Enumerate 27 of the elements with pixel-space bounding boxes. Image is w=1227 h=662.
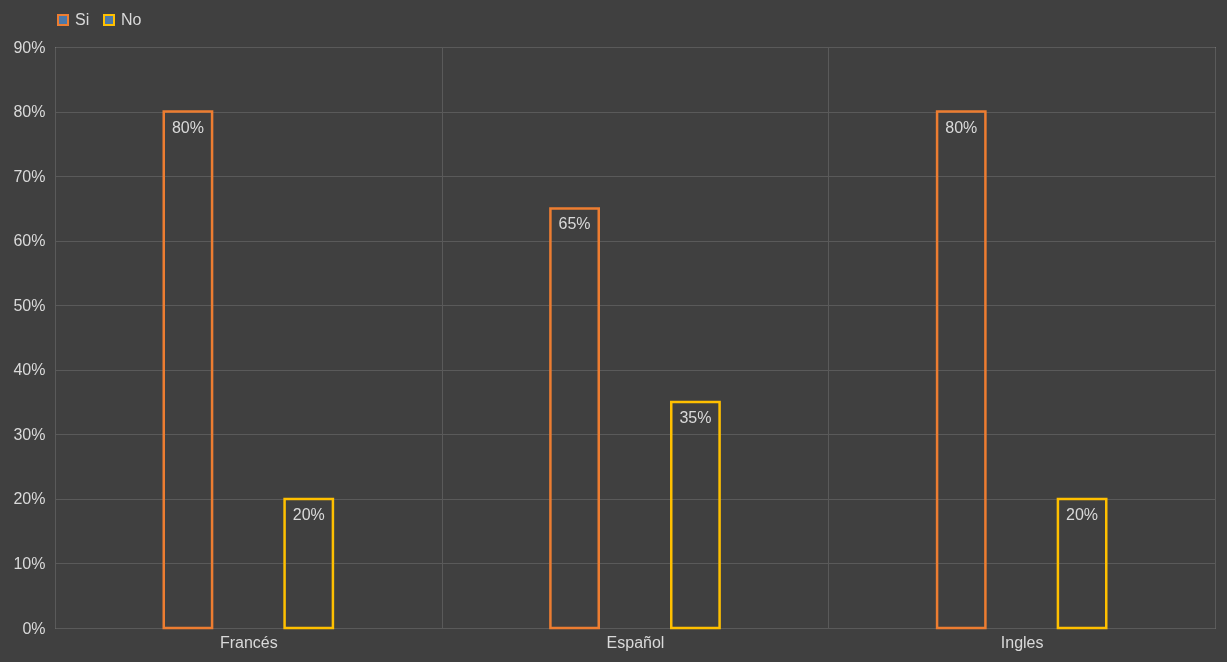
data-label: 80%: [171, 118, 204, 136]
legend-label: No: [121, 11, 142, 28]
y-tick-label: 50%: [13, 296, 46, 314]
x-tick-label: Ingles: [1000, 633, 1044, 651]
y-tick-label: 0%: [22, 619, 46, 637]
y-tick-label: 90%: [13, 38, 46, 56]
legend-label: Si: [75, 11, 90, 28]
data-label: 35%: [679, 409, 712, 427]
y-tick-label: 10%: [13, 554, 46, 572]
bar: [935, 110, 987, 630]
bar: [670, 400, 721, 630]
y-tick-label: 70%: [13, 167, 46, 185]
y-tick-label: 80%: [13, 103, 46, 121]
y-tick-label: 60%: [13, 232, 46, 250]
bar: [549, 207, 600, 630]
x-tick-label: Francés: [219, 633, 278, 651]
y-tick-label: 40%: [13, 361, 46, 379]
data-label: 20%: [1066, 505, 1099, 523]
y-tick-label: 30%: [13, 425, 46, 443]
data-label: 20%: [292, 505, 325, 523]
data-label: 80%: [945, 118, 978, 136]
bar: [283, 497, 335, 630]
data-label: 65%: [558, 215, 591, 233]
bar: [1056, 497, 1108, 630]
bar: [162, 110, 214, 630]
x-tick-label: Español: [606, 633, 665, 651]
y-tick-label: 20%: [13, 490, 46, 508]
